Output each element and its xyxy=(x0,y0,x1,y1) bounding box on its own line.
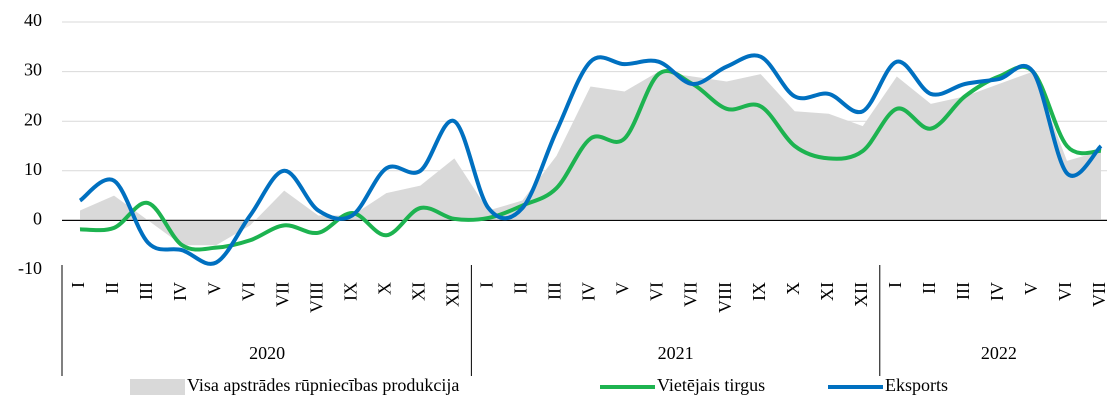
area xyxy=(80,71,1101,246)
x-tick-label: VI xyxy=(1055,282,1075,301)
x-tick-label: I xyxy=(68,282,88,288)
y-tick-label: 30 xyxy=(24,60,42,80)
y-tick-label: -10 xyxy=(18,258,42,278)
y-tick-label: 20 xyxy=(24,109,42,129)
legend-label: Visa apstrādes rūpniecības produkcija xyxy=(187,375,459,395)
x-tick-label: IV xyxy=(170,282,190,301)
legend-label: Vietējais tirgus xyxy=(657,375,765,395)
x-tick-label: X xyxy=(374,282,394,295)
x-tick-label: VI xyxy=(238,282,258,301)
x-tick-label: VII xyxy=(1089,282,1107,307)
x-tick-label: V xyxy=(204,282,224,295)
group-label: 2020 xyxy=(249,343,285,363)
group-label: 2021 xyxy=(658,343,694,363)
x-tick-label: IX xyxy=(340,282,360,301)
x-tick-label: IV xyxy=(579,282,599,301)
x-tick-label: II xyxy=(511,282,531,294)
x-tick-label: II xyxy=(102,282,122,294)
x-tick-label: VII xyxy=(272,282,292,307)
x-tick-label: III xyxy=(953,282,973,300)
x-tick-label: VI xyxy=(647,282,667,301)
x-tick-label: III xyxy=(136,282,156,300)
x-tick-label: XII xyxy=(442,282,462,307)
line xyxy=(78,53,1103,266)
x-tick-label: V xyxy=(1021,282,1041,295)
y-tick-label: 40 xyxy=(24,10,42,30)
x-tick-label: I xyxy=(885,282,905,288)
legend-label: Eksports xyxy=(885,375,948,395)
x-tick-label: XI xyxy=(817,282,837,301)
x-tick-label: XI xyxy=(408,282,428,301)
x-tick-label: VII xyxy=(681,282,701,307)
x-tick-label: X xyxy=(783,282,803,295)
x-tick-label: III xyxy=(545,282,565,300)
x-tick-label: XII xyxy=(851,282,871,307)
line xyxy=(79,64,1102,252)
x-tick-label: VIII xyxy=(715,282,735,313)
legend-swatch xyxy=(130,379,185,395)
group-label: 2022 xyxy=(981,343,1017,363)
y-tick-label: 10 xyxy=(24,159,42,179)
x-tick-label: IV xyxy=(987,282,1007,301)
x-tick-label: I xyxy=(477,282,497,288)
x-tick-label: V xyxy=(613,282,633,295)
x-tick-label: IX xyxy=(749,282,769,301)
y-tick-label: 0 xyxy=(33,209,42,229)
x-tick-label: VIII xyxy=(306,282,326,313)
x-tick-label: II xyxy=(919,282,939,294)
